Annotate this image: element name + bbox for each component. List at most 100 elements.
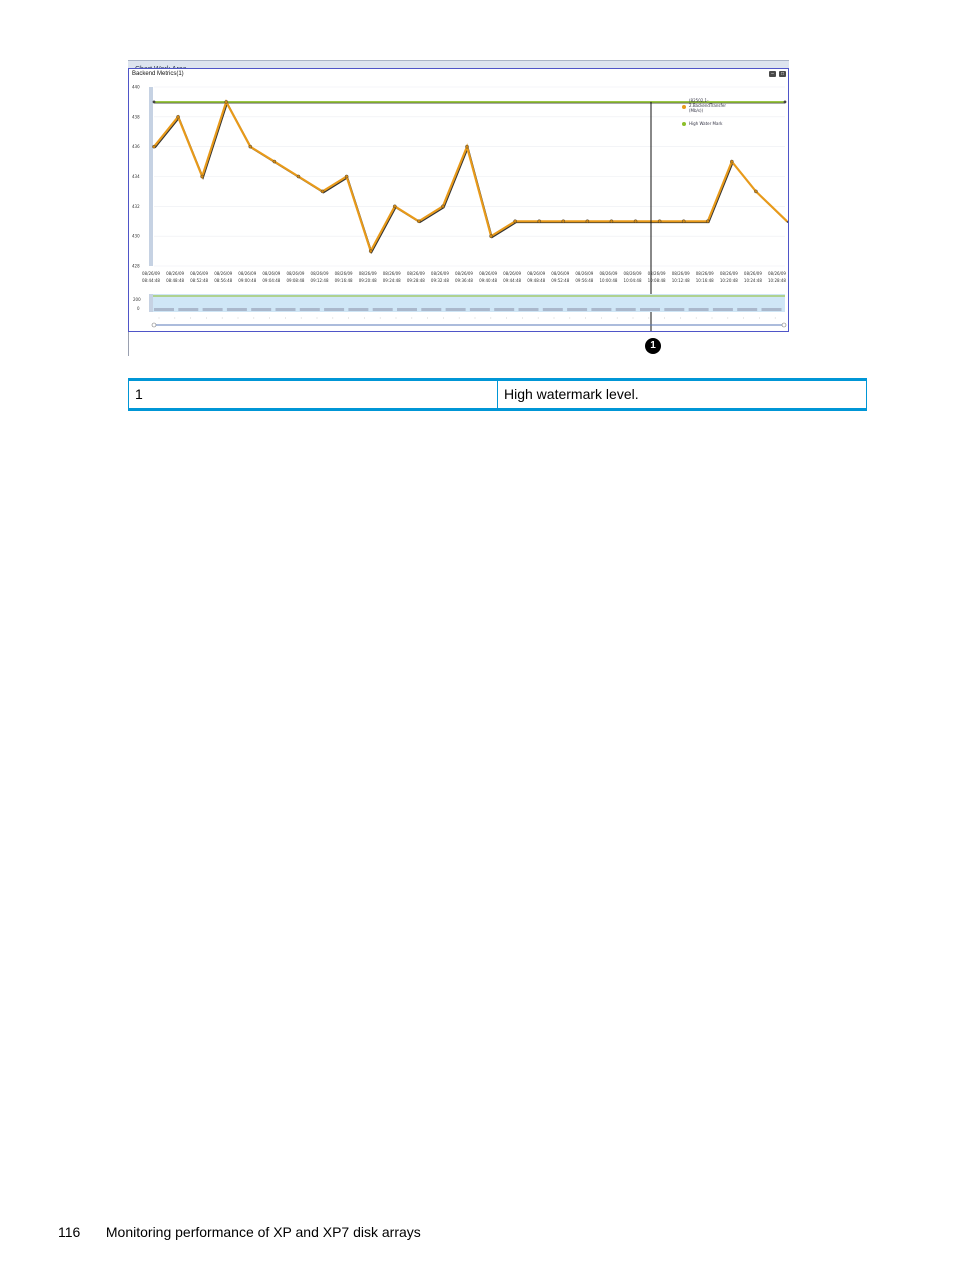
- navigator-area: [153, 294, 785, 312]
- legend-item-series[interactable]: (82502,1- 2.BackendTransfer (Mb/s)): [680, 98, 780, 113]
- series-point: [392, 204, 397, 209]
- navigator-tick-label: 0: [137, 306, 140, 311]
- navigator-tick: [737, 308, 758, 311]
- x-tick-date: 08/26/09: [359, 271, 377, 276]
- navigator-tick: [615, 308, 636, 311]
- x-tick-date: 08/26/09: [190, 271, 208, 276]
- minimize-icon[interactable]: –: [769, 71, 776, 77]
- x-tick-date: 08/26/09: [527, 271, 545, 276]
- x-tick-date: 08/26/09: [455, 271, 473, 276]
- navigator-dot: [379, 317, 381, 319]
- navigator-dot: [364, 317, 365, 319]
- navigator-dot: [616, 317, 618, 319]
- series-point: [417, 219, 421, 224]
- navigator-dot: [158, 317, 160, 319]
- series-point: [754, 189, 758, 194]
- x-tick-date: 08/26/09: [262, 271, 280, 276]
- series-point: [320, 189, 325, 194]
- series-point: [633, 219, 638, 224]
- x-tick-date: 08/26/09: [311, 271, 329, 276]
- navigator-dot: [553, 317, 555, 319]
- x-tick-date: 08/26/09: [720, 271, 738, 276]
- scroll-handle-right: [781, 322, 787, 328]
- navigator-dot: [458, 317, 460, 319]
- legend-item-watermark[interactable]: High Water Mark: [680, 121, 780, 126]
- x-tick-date: 08/26/09: [624, 271, 642, 276]
- series-point: [561, 219, 566, 224]
- callout-description-cell: High watermark level.: [498, 381, 867, 408]
- callout-marker: 1: [645, 338, 661, 354]
- series-point: [272, 159, 277, 164]
- watermark-point: [152, 100, 156, 104]
- navigator-dot: [569, 317, 571, 319]
- maximize-icon[interactable]: □: [779, 71, 786, 77]
- series-point: [657, 219, 662, 224]
- x-tick-date: 08/26/09: [551, 271, 569, 276]
- navigator-tick: [591, 308, 612, 311]
- x-tick-time: 10:28:48: [768, 278, 786, 283]
- navigator-dot: [206, 317, 207, 319]
- navigator-tick: [421, 308, 442, 311]
- series-point: [609, 219, 614, 224]
- callout-table: 1 High watermark level.: [128, 378, 867, 411]
- navigator-tick: [567, 308, 588, 311]
- navigator-dot: [443, 317, 444, 319]
- navigator-tick-label: 200: [133, 297, 141, 302]
- x-tick-date: 08/26/09: [142, 271, 160, 276]
- chart-screenshot: Chart Work Area Backend Metrics(1) – □ 4…: [128, 55, 789, 357]
- x-tick-date: 08/26/09: [672, 271, 690, 276]
- navigator-tick: [542, 308, 563, 311]
- navigator-tick: [445, 308, 466, 311]
- x-tick-time: 09:08:48: [286, 278, 304, 283]
- navigator-dot: [474, 317, 476, 319]
- x-tick-time: 10:04:48: [624, 278, 642, 283]
- navigator-tick: [494, 308, 515, 311]
- series-point: [441, 204, 445, 209]
- navigator-tick: [397, 308, 417, 311]
- series-point: [344, 174, 349, 179]
- callout-number-cell: 1: [128, 381, 498, 408]
- y-tick-label: 434: [132, 174, 140, 179]
- series-point: [296, 174, 301, 179]
- x-tick-time: 10:20:48: [720, 278, 738, 283]
- series-dot-icon: [682, 105, 686, 109]
- x-tick-date: 08/26/09: [383, 271, 401, 276]
- series-point: [176, 115, 180, 119]
- navigator-dot: [269, 317, 270, 319]
- navigator-dot: [395, 317, 397, 319]
- legend-series-line-3: (Mb/s)): [689, 108, 704, 113]
- navigator-dot: [664, 317, 665, 319]
- series-point: [465, 144, 469, 149]
- navigator-dot: [601, 317, 602, 319]
- x-tick-time: 09:20:48: [359, 278, 377, 283]
- series-point: [537, 219, 542, 224]
- page-number: 116: [58, 1224, 81, 1240]
- navigator-tick: [226, 308, 247, 311]
- navigator-dot: [522, 317, 523, 319]
- x-tick-time: 08:56:48: [214, 278, 232, 283]
- navigator-axis-bar: [149, 294, 153, 312]
- x-tick-date: 08/26/09: [575, 271, 593, 276]
- watermark-dot-icon: [682, 122, 686, 126]
- series-point: [489, 234, 493, 238]
- panel-title: Backend Metrics(1): [132, 71, 184, 77]
- y-tick-label: 432: [132, 204, 140, 209]
- x-tick-time: 09:28:48: [407, 278, 425, 283]
- navigator-dot: [506, 317, 507, 319]
- navigator-dot: [585, 317, 586, 319]
- navigator-dot: [711, 317, 713, 319]
- navigator-tick: [712, 308, 733, 311]
- navigator-tick: [202, 308, 223, 311]
- legend-watermark-label: High Water Mark: [689, 121, 723, 126]
- navigator-tick: [178, 308, 199, 311]
- x-tick-time: 09:00:48: [238, 278, 256, 283]
- series-point: [513, 219, 517, 224]
- x-tick-date: 08/26/09: [648, 271, 666, 276]
- x-tick-time: 08:52:48: [190, 278, 208, 283]
- navigator-dot: [411, 317, 413, 319]
- footer-title: Monitoring performance of XP and XP7 dis…: [105, 1224, 421, 1240]
- x-tick-date: 08/26/09: [431, 271, 449, 276]
- navigator-dot: [285, 317, 286, 319]
- x-tick-date: 08/26/09: [503, 271, 521, 276]
- navigator-dot: [727, 317, 729, 319]
